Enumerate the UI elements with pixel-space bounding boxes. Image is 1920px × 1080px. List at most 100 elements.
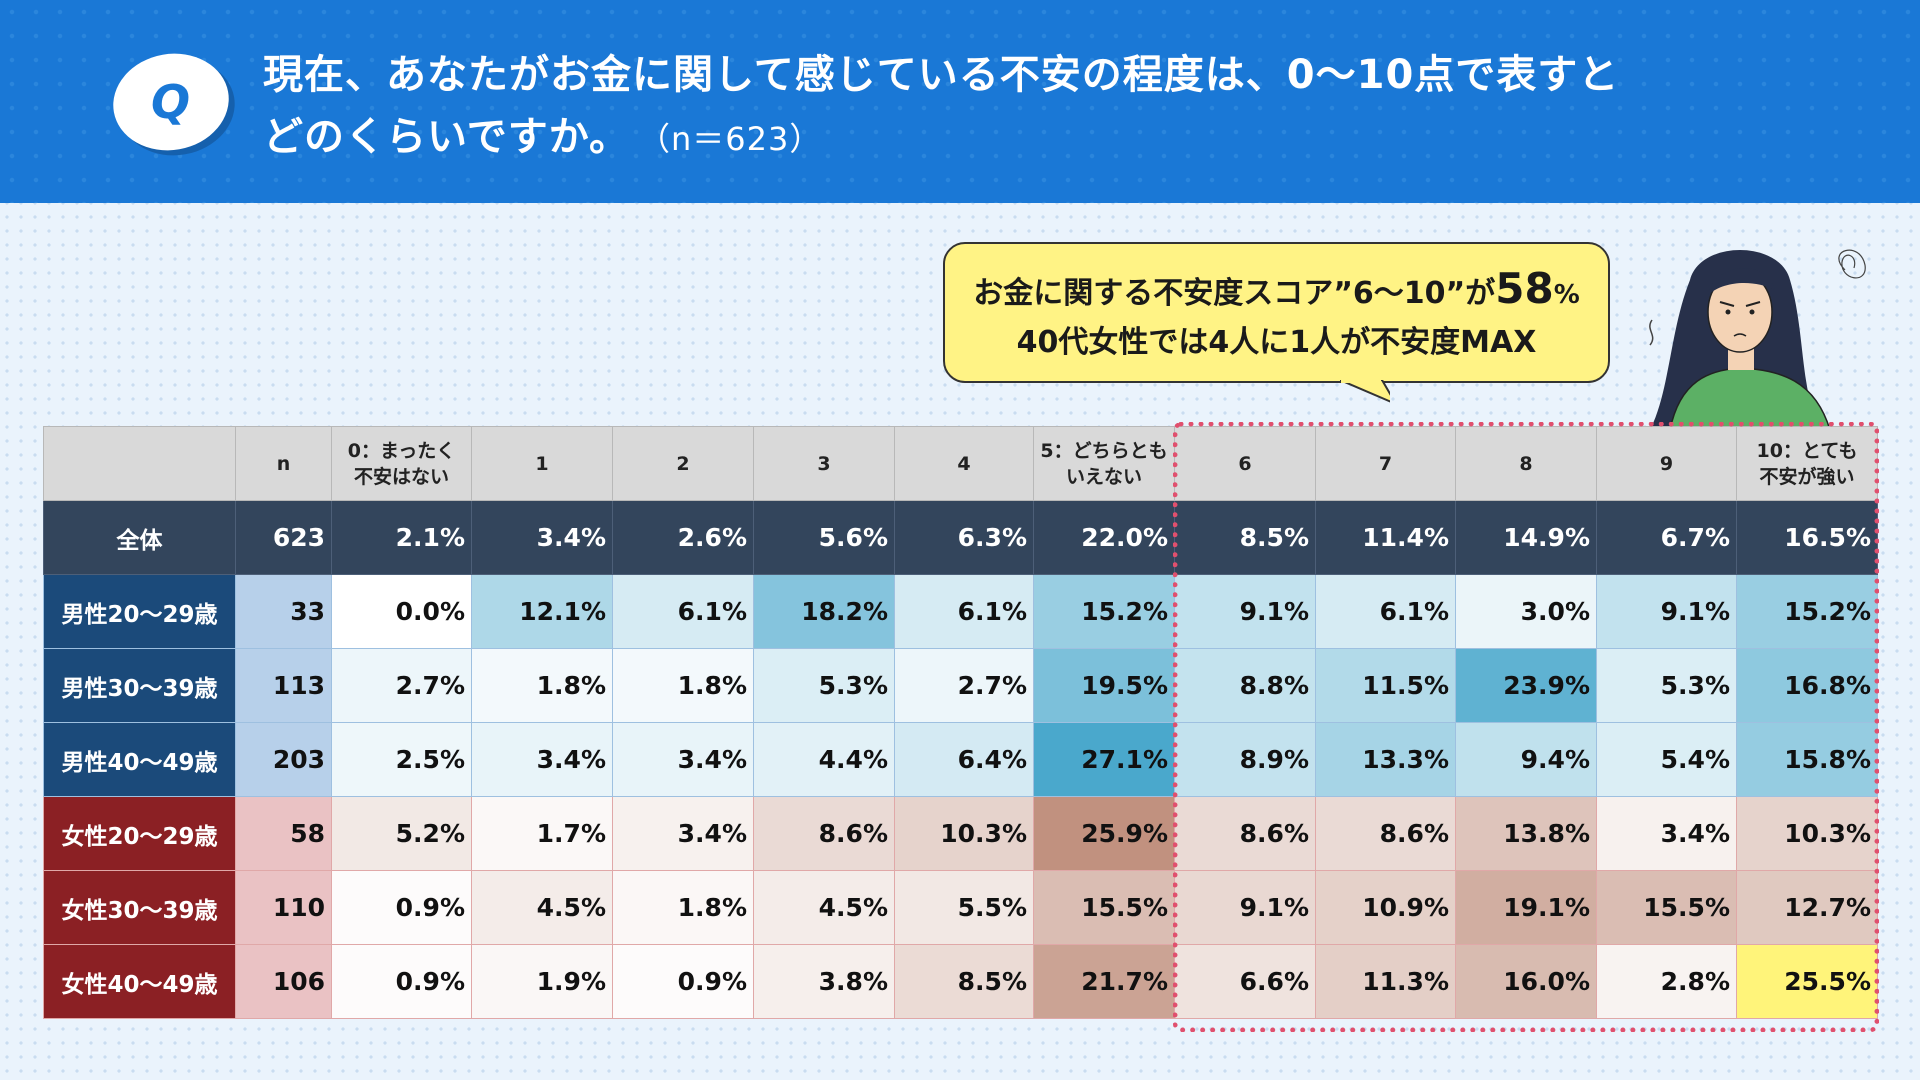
percent-cell: 10.9% [1315,870,1456,945]
percent-cell: 8.8% [1174,648,1316,723]
percent-cell: 5.4% [1596,722,1737,797]
percent-cell: 8.6% [1174,796,1316,871]
sample-count-cell: 58 [235,796,332,871]
percent-cell: 8.5% [1174,500,1316,575]
column-header: 10：とても 不安が強い [1736,426,1878,501]
column-header: 6 [1174,426,1316,501]
q-badge-icon: Q [105,44,237,160]
percent-cell: 15.2% [1736,574,1878,649]
column-header: 1 [471,426,613,501]
percent-cell: 10.3% [894,796,1034,871]
summary-callout: お金に関する不安度スコア”6〜10”が58% 40代女性では4人に1人が不安度M… [943,242,1610,383]
percent-cell: 6.1% [612,574,754,649]
percent-cell: 23.9% [1455,648,1597,723]
column-header: 8 [1455,426,1597,501]
results-table: n 0：まったく 不安はない 1 2 3 4 5：どちらとも いえない 6 7 8 9 10：とても … [43,426,1878,1019]
percent-cell: 6.3% [894,500,1034,575]
percent-cell: 16.5% [1736,500,1878,575]
percent-cell: 25.9% [1033,796,1175,871]
percent-cell: 3.4% [1596,796,1737,871]
percent-cell: 3.8% [753,944,895,1019]
percent-cell: 2.7% [894,648,1034,723]
percent-cell: 2.7% [331,648,472,723]
table-row: 男性30〜39歳 113 2.7% 1.8% 1.8% 5.3% 2.7% 19.5% 8.8%… [43,648,1878,723]
callout-text-1: お金に関する不安度スコア”6〜10”が [973,276,1496,311]
percent-cell: 5.2% [331,796,472,871]
table-row: 男性20〜29歳 33 0.0% 12.1% 6.1% 18.2% 6.1% 15.2% 9.1… [43,574,1878,649]
percent-cell: 15.2% [1033,574,1175,649]
percent-cell: 6.4% [894,722,1034,797]
percent-cell: 2.1% [331,500,472,575]
percent-cell: 5.6% [753,500,895,575]
percent-cell: 15.5% [1596,870,1737,945]
percent-cell: 9.1% [1174,574,1316,649]
question-header: Q 現在、あなたがお金に関して感じている不安の程度は、0〜10点で表すと どのく… [0,0,1920,203]
percent-cell: 1.8% [471,648,613,723]
column-header: 0：まったく 不安はない [331,426,472,501]
sample-count-cell: 33 [235,574,332,649]
column-header: n [235,426,332,501]
percent-cell: 5.3% [1596,648,1737,723]
percent-cell: 1.8% [612,870,754,945]
sample-count-cell: 113 [235,648,332,723]
percent-cell: 0.9% [331,944,472,1019]
row-label: 男性30〜39歳 [43,648,236,723]
percent-cell: 1.8% [612,648,754,723]
percent-cell: 12.1% [471,574,613,649]
percent-cell: 0.0% [331,574,472,649]
percent-cell: 4.4% [753,722,895,797]
percent-cell: 16.8% [1736,648,1878,723]
percent-cell: 0.9% [331,870,472,945]
percent-cell: 15.8% [1736,722,1878,797]
percent-cell: 3.4% [612,796,754,871]
percent-cell: 11.5% [1315,648,1456,723]
percent-cell: 4.5% [753,870,895,945]
callout-highlight-number: 58 [1495,264,1554,313]
percent-cell: 13.3% [1315,722,1456,797]
column-header: 7 [1315,426,1456,501]
q-badge-letter: Q [151,75,191,130]
row-label: 男性20〜29歳 [43,574,236,649]
column-header: 5：どちらとも いえない [1033,426,1175,501]
table-row: 女性20〜29歳 58 5.2% 1.7% 3.4% 8.6% 10.3% 25.9% 8.6%… [43,796,1878,871]
percent-cell: 5.5% [894,870,1034,945]
callout-percent: % [1553,280,1580,310]
percent-cell: 16.0% [1455,944,1597,1019]
table-header-row: n 0：まったく 不安はない 1 2 3 4 5：どちらとも いえない 6 7 8 9 10：とても … [43,426,1878,501]
percent-cell: 9.1% [1596,574,1737,649]
percent-cell: 19.5% [1033,648,1175,723]
percent-cell: 21.7% [1033,944,1175,1019]
percent-cell: 10.3% [1736,796,1878,871]
percent-cell: 6.6% [1174,944,1316,1019]
question-title: 現在、あなたがお金に関して感じている不安の程度は、0〜10点で表すと どのくらい… [263,44,1619,170]
percent-cell: 3.4% [471,500,613,575]
column-header: 3 [753,426,895,501]
percent-cell: 2.5% [331,722,472,797]
percent-cell: 9.4% [1455,722,1597,797]
percent-cell: 6.1% [894,574,1034,649]
table-row: 男性40〜49歳 203 2.5% 3.4% 3.4% 4.4% 6.4% 27.1% 8.9%… [43,722,1878,797]
sample-count-cell: 110 [235,870,332,945]
worried-woman-illustration [1649,249,1866,430]
question-line-2: どのくらいですか。 [263,114,630,160]
sample-count-cell: 106 [235,944,332,1019]
percent-cell: 12.7% [1736,870,1878,945]
table-row: 全体 623 2.1% 3.4% 2.6% 5.6% 6.3% 22.0% 8.5% 11.4% 1… [43,500,1878,575]
percent-cell: 9.1% [1174,870,1316,945]
row-label: 全体 [43,500,236,575]
percent-cell: 4.5% [471,870,613,945]
percent-cell: 5.3% [753,648,895,723]
row-label: 女性20〜29歳 [43,796,236,871]
percent-cell: 11.3% [1315,944,1456,1019]
column-header: 4 [894,426,1034,501]
column-header: 2 [612,426,754,501]
percent-cell: 8.6% [753,796,895,871]
percent-cell: 8.5% [894,944,1034,1019]
percent-cell: 15.5% [1033,870,1175,945]
row-label: 男性40〜49歳 [43,722,236,797]
callout-tail [1340,380,1390,403]
column-header: 9 [1596,426,1737,501]
sample-count-cell: 203 [235,722,332,797]
percent-cell: 1.9% [471,944,613,1019]
percent-cell: 27.1% [1033,722,1175,797]
